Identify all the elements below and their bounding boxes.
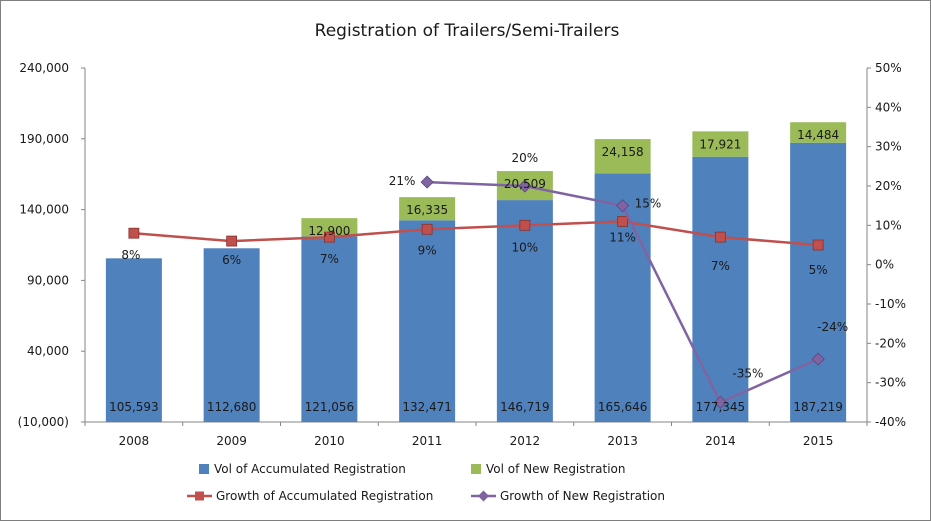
lines <box>128 175 825 409</box>
right-tick-label: -20% <box>875 336 906 350</box>
x-tick-label: 2009 <box>216 434 247 448</box>
bar-accumulated <box>203 248 260 422</box>
left-tick-label: 90,000 <box>27 273 69 287</box>
growth-new-marker <box>713 395 727 409</box>
x-tick-label: 2013 <box>607 434 638 448</box>
right-tick-label: 30% <box>875 140 902 154</box>
right-tick-label: 50% <box>875 61 902 75</box>
bar-new-label: 16,335 <box>406 203 448 217</box>
growth-accumulated-label: 7% <box>711 259 730 273</box>
bar-accumulated-label: 187,219 <box>793 400 843 414</box>
growth-accumulated-marker <box>812 239 824 251</box>
legend-label: Vol of Accumulated Registration <box>214 462 406 476</box>
left-tick-label: (10,000) <box>18 415 69 429</box>
x-tick-label: 2010 <box>314 434 345 448</box>
bar-accumulated <box>594 173 651 422</box>
bar-accumulated-label: 146,719 <box>500 400 550 414</box>
growth-accumulated-label: 7% <box>320 252 339 266</box>
x-tick-label: 2012 <box>510 434 541 448</box>
bar-new <box>594 139 651 174</box>
growth-new-label: 21% <box>389 174 416 188</box>
legend-label: Vol of New Registration <box>486 462 626 476</box>
bar-accumulated-label: 177,345 <box>696 400 746 414</box>
left-tick-label: 140,000 <box>19 203 69 217</box>
bar-new-label: 20,509 <box>504 177 546 191</box>
right-tick-label: 10% <box>875 218 902 232</box>
growth-accumulated-line <box>133 220 819 247</box>
left-tick-label: 40,000 <box>27 344 69 358</box>
bar-new <box>301 218 358 237</box>
bar-accumulated-label: 165,646 <box>598 400 648 414</box>
right-tick-label: -40% <box>875 415 906 429</box>
bar-accumulated <box>790 142 847 422</box>
bar-accumulated <box>692 156 749 422</box>
bar-accumulated-label: 112,680 <box>207 400 257 414</box>
growth-new-marker <box>811 352 825 366</box>
growth-new-marker <box>420 175 434 189</box>
bar-accumulated-label: 105,593 <box>109 400 159 414</box>
growth-accumulated-marker <box>714 231 726 243</box>
bar-accumulated <box>496 200 553 422</box>
axes: (10,000) 40,000 90,000 140,000 190,000 240,00… <box>18 61 906 448</box>
right-tick-label: -30% <box>875 376 906 390</box>
growth-accumulated-marker <box>617 215 629 227</box>
left-tick-label: 190,000 <box>19 132 69 146</box>
growth-new-label: 15% <box>635 197 662 211</box>
bar-new-label: 17,921 <box>699 137 741 151</box>
growth-accumulated-label: 6% <box>222 253 241 267</box>
growth-accumulated-label: 8% <box>121 248 140 262</box>
growth-new-label: 20% <box>512 151 539 165</box>
growth-new-marker <box>616 199 630 213</box>
growth-new-label: -24% <box>817 320 848 334</box>
x-tick-label: 2008 <box>119 434 150 448</box>
growth-accumulated-marker <box>128 227 140 239</box>
x-tick-label: 2014 <box>705 434 736 448</box>
x-tick-label: 2011 <box>412 434 443 448</box>
right-tick-label: -10% <box>875 297 906 311</box>
bar-new-label: 24,158 <box>602 145 644 159</box>
growth-accumulated-marker <box>519 219 531 231</box>
right-tick-label: 0% <box>875 258 894 272</box>
data-labels: 105,593 112,680 121,056 132,471 146,719 165,6… <box>109 128 848 414</box>
legend-swatch <box>471 464 481 474</box>
growth-accumulated-label: 9% <box>418 243 437 257</box>
bar-accumulated-label: 121,056 <box>305 400 355 414</box>
growth-accumulated-marker <box>421 223 433 235</box>
growth-accumulated-label: 10% <box>512 240 539 254</box>
legend-label: Growth of New Registration <box>500 489 665 503</box>
right-tick-label: 40% <box>875 100 902 114</box>
legend: Vol of Accumulated Registration Vol of Ne… <box>187 462 665 503</box>
bar-new <box>692 131 749 157</box>
bar-new-label: 14,484 <box>797 128 839 142</box>
bar-new-label: 12,900 <box>308 224 350 238</box>
growth-new-marker <box>518 179 532 193</box>
bar-new <box>790 122 847 143</box>
bar-new <box>399 197 456 221</box>
growth-accumulated-label: 5% <box>809 263 828 277</box>
right-tick-label: 20% <box>875 179 902 193</box>
legend-swatch <box>199 464 209 474</box>
chart-title: Registration of Trailers/Semi-Trailers <box>315 21 620 41</box>
growth-accumulated-label: 11% <box>609 230 636 244</box>
growth-accumulated-marker <box>226 235 238 247</box>
bar-accumulated <box>399 220 456 422</box>
legend-marker <box>195 491 204 501</box>
legend-label: Growth of Accumulated Registration <box>216 489 433 503</box>
left-tick-label: 240,000 <box>19 61 69 75</box>
bars <box>105 122 847 422</box>
legend-marker <box>478 490 489 502</box>
growth-new-label: -35% <box>732 366 763 380</box>
growth-accumulated-marker <box>323 231 335 243</box>
x-tick-label: 2015 <box>803 434 834 448</box>
bar-accumulated-label: 132,471 <box>402 400 452 414</box>
bar-accumulated <box>301 236 358 422</box>
bar-accumulated <box>105 258 162 422</box>
